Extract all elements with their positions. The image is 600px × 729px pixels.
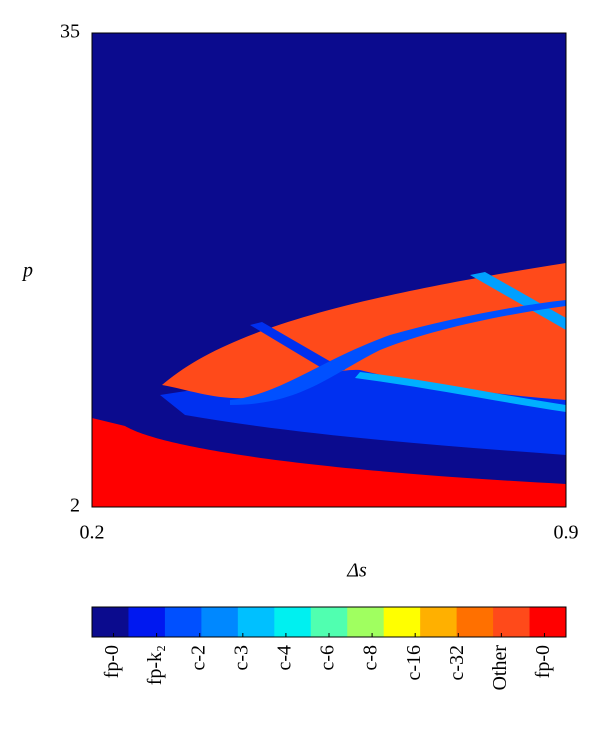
colorbar-swatch [347,607,385,637]
colorbar-swatch [310,607,348,637]
colorbar-swatch [128,607,166,637]
colorbar-swatch [201,607,239,637]
colorbar-swatch [92,607,129,637]
colorbar-swatch [493,607,531,637]
region-red [92,418,566,507]
plot-frame [91,32,567,508]
x-axis-label: Δs [346,560,367,582]
colorbar-swatch [274,607,312,637]
colorbar-label: c-8 [360,645,382,671]
region-band [250,322,345,373]
colorbar-swatch [164,607,202,637]
x-tick-label: 0.9 [554,522,579,544]
colorbar-label: c-32 [446,645,468,681]
colorbar-swatch [237,607,275,637]
colorbar-swatch [383,607,421,637]
colorbar-swatch [529,607,567,637]
region-stripe [230,300,566,405]
colorbar-label: fp-k₂ [144,645,166,685]
region-stripe [355,372,566,412]
colorbar-label: c-3 [230,645,252,671]
colorbar-label: c-2 [187,645,209,671]
colorbar-swatch [456,607,494,637]
colorbar-label: c-4 [274,645,296,671]
plot-regions [92,33,566,507]
x-tick-label: 0.2 [80,522,105,544]
y-axis-label: p [21,260,33,282]
colorbar-label: c-6 [317,645,339,671]
colorbar-label: fp-0 [101,645,123,678]
region-band [470,272,566,330]
region-other [162,263,566,400]
colorbar-swatch [420,607,458,637]
colorbar-label: c-16 [403,645,425,681]
colorbar-label: fp-0 [532,645,554,678]
colorbar-label: Other [489,645,511,691]
y-tick-label: 35 [60,21,80,43]
y-tick-label: 2 [70,495,80,517]
